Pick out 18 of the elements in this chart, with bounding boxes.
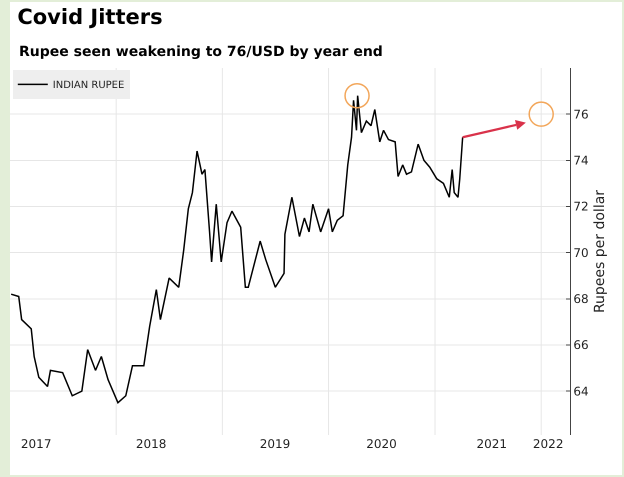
x-tick-label: 2020 [366,437,397,451]
x-tick-label: 2022 [532,437,564,451]
x-tick-label: 2017 [20,437,52,451]
y-tick-label: 68 [573,292,589,306]
chart-subtitle: Rupee seen weakening to 76/USD by year end [19,44,383,60]
y-tick-label: 70 [573,246,589,260]
x-tick-label: 2019 [260,437,290,451]
y-axis-title: Rupees per dollar [592,190,608,314]
legend-label: INDIAN RUPEE [52,80,124,92]
chart-title: Covid Jitters [17,4,163,29]
x-tick-label: 2018 [136,437,166,451]
x-tick-label: 2021 [476,437,508,451]
y-tick-label: 76 [573,107,589,122]
y-tick-label: 72 [573,200,589,214]
y-tick-label: 66 [573,338,589,352]
line-series [10,94,464,404]
y-tick-label: 74 [573,154,589,168]
y-tick-label: 64 [573,384,589,398]
